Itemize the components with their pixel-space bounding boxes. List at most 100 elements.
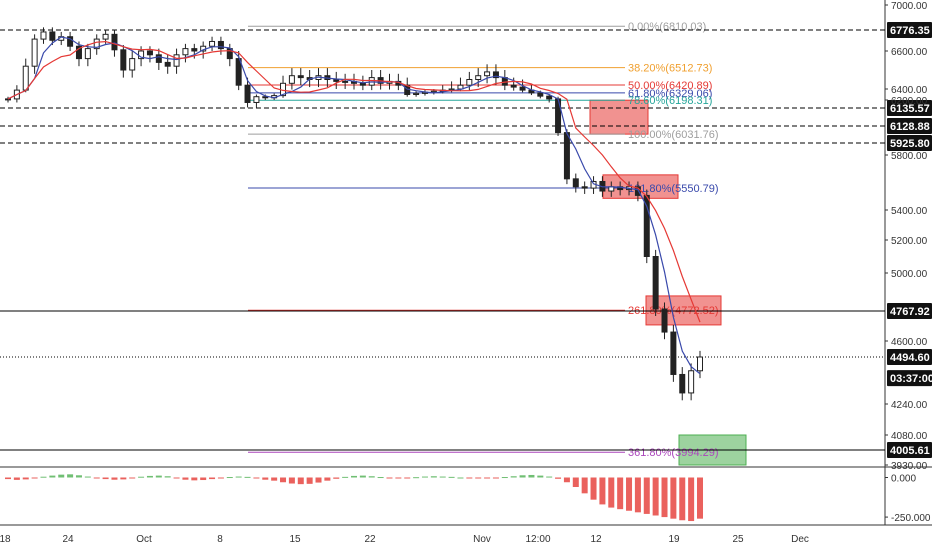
price-badge-label-3: 5925.80: [890, 138, 930, 150]
candle-body-64: [572, 178, 579, 188]
fib-label-2: 50.00%(6420.89): [628, 80, 712, 92]
candle-body-23: [209, 40, 216, 47]
osc-bar-35: [315, 477, 322, 483]
osc-bar-77: [688, 477, 695, 522]
osc-bar-69: [617, 477, 624, 510]
osc-bar-42: [377, 477, 384, 479]
candle-body-26: [235, 58, 242, 86]
price-badge-label-0: 6776.35: [890, 25, 930, 37]
osc-bar-47: [421, 476, 428, 478]
candle-body-75: [670, 331, 677, 375]
x-tick-label-5: 22: [364, 534, 376, 545]
x-tick-label-8: 12: [590, 534, 602, 545]
price-badge-7: [887, 442, 932, 458]
y-tick-label-6: 5200.00: [891, 236, 928, 247]
price-badge-5: [887, 349, 932, 365]
candle-body-29: [262, 96, 269, 99]
candle-body-57: [510, 84, 517, 88]
price-badge-label-4: 4767.92: [890, 306, 930, 318]
osc-bar-24: [217, 477, 224, 479]
osc-bar-54: [484, 477, 491, 479]
osc-bar-17: [155, 475, 162, 478]
candle-body-4: [40, 31, 47, 40]
osc-bar-19: [173, 477, 180, 479]
candle-body-76: [679, 373, 686, 394]
osc-bar-27: [244, 476, 251, 478]
osc-bar-48: [430, 476, 437, 478]
osc-bar-28: [253, 477, 260, 479]
osc-bar-3: [31, 477, 38, 479]
osc-bar-44: [395, 477, 402, 479]
osc-bar-25: [226, 477, 233, 479]
osc-bar-64: [572, 477, 579, 487]
candle-body-12: [111, 33, 118, 51]
osc-bar-49: [439, 476, 446, 478]
price-badge-label-2: 6128.88: [890, 121, 930, 133]
candle-body-0: [5, 98, 11, 101]
osc-bar-78: [697, 477, 703, 519]
osc-bar-6: [58, 474, 65, 478]
osc-bar-68: [608, 477, 615, 508]
x-tick-label-7: 12:00: [525, 534, 550, 545]
osc-bar-37: [333, 477, 340, 479]
price-badge-6: [887, 370, 932, 387]
osc-bar-74: [661, 477, 668, 518]
osc-bar-8: [75, 475, 82, 478]
candle-body-77: [688, 370, 695, 394]
osc-bar-60: [537, 475, 544, 478]
osc-bar-7: [67, 474, 74, 478]
fib-label-4: 78.60%(6198.31): [628, 95, 712, 107]
osc-bar-76: [679, 477, 686, 521]
x-tick-label-11: Dec: [791, 534, 809, 545]
osc-bar-12: [111, 477, 118, 480]
candle-body-46: [413, 92, 420, 96]
candle-body-14: [129, 58, 136, 71]
x-tick-label-6: Nov: [473, 534, 491, 545]
osc-bar-58: [519, 475, 526, 478]
candle-body-8: [75, 45, 82, 60]
x-tick-label-10: 25: [732, 534, 744, 545]
fib-label-8: 361.80%(3994.29): [628, 447, 719, 459]
osc-bar-39: [351, 475, 357, 478]
osc-bar-23: [209, 477, 216, 480]
osc-bar-52: [466, 477, 473, 479]
candle-body-52: [466, 79, 473, 86]
ma-slow-line: [7, 40, 701, 323]
candle-body-72: [643, 194, 650, 257]
x-tick-label-1: 24: [62, 534, 74, 545]
candle-body-21: [191, 48, 198, 52]
candle-body-13: [120, 49, 127, 71]
y-tick-label-0: 7000.00: [891, 1, 928, 12]
osc-bar-65: [581, 477, 588, 494]
price-badge-label-7: 4005.61: [890, 445, 930, 457]
candle-body-24: [217, 40, 224, 50]
fib-label-3: 61.80%(6329.06): [628, 88, 712, 100]
osc-bar-40: [359, 475, 366, 478]
osc-bar-61: [546, 476, 553, 478]
osc-bar-43: [386, 477, 393, 479]
candle-body-9: [84, 48, 91, 60]
candle-body-40: [359, 82, 366, 86]
osc-bar-15: [138, 476, 145, 478]
candle-body-11: [102, 33, 109, 40]
osc-bar-51: [457, 477, 464, 479]
candle-body-65: [581, 186, 588, 189]
candle-body-3: [31, 38, 38, 67]
price-badge-2: [887, 118, 932, 134]
osc-bar-26: [235, 476, 242, 478]
fib-label-1: 38.20%(6512.73): [628, 63, 712, 75]
candle-body-16: [146, 50, 153, 56]
osc-bar-50: [448, 476, 455, 478]
x-tick-label-9: 19: [668, 534, 680, 545]
osc-bar-45: [404, 477, 411, 479]
candle-body-60: [537, 92, 544, 97]
osc-bar-5: [49, 475, 56, 478]
osc-bar-46: [413, 477, 420, 479]
x-tick-label-2: Oct: [136, 534, 152, 545]
candle-body-2: [22, 65, 29, 91]
candle-body-54: [484, 71, 491, 77]
candle-body-78: [697, 356, 703, 372]
osc-bar-30: [271, 477, 278, 481]
